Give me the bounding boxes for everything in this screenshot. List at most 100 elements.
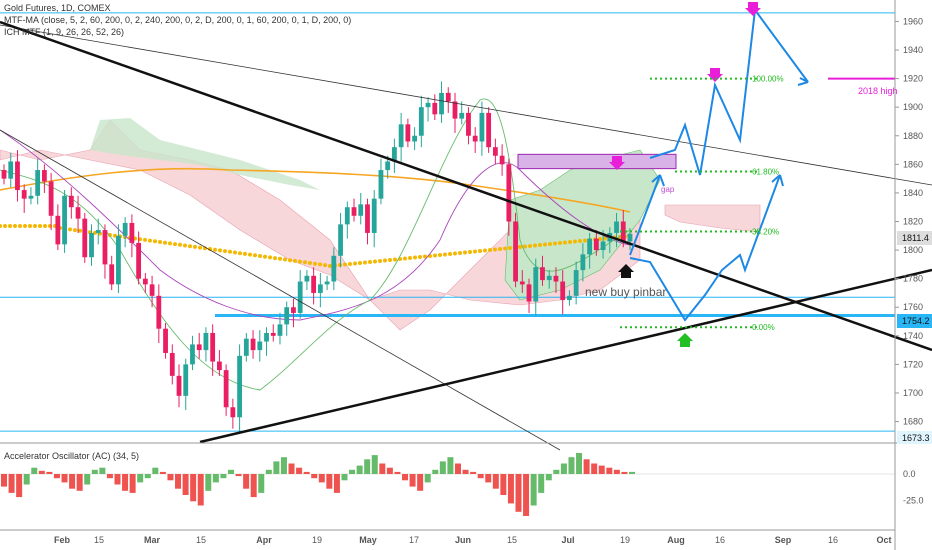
osc-bar [523,474,530,516]
ma-dot [518,245,522,249]
y-tick-label: 1960 [903,16,923,26]
ma-dot [298,259,302,264]
ma-dot [378,259,382,263]
ma-dot [468,250,472,254]
ma-dot [508,246,512,250]
osc-bar [462,469,469,474]
ma-dot [313,261,317,266]
x-tick-label: Feb [54,535,71,545]
osc-bar [227,469,234,474]
candle-body [378,170,384,199]
y-tick-label: 1860 [903,159,923,169]
ma-dot [213,247,217,252]
osc-bar [326,474,333,489]
osc-bar [288,463,295,474]
candle-body [371,198,377,233]
ma-dot [113,233,117,238]
osc-bar [220,474,227,479]
upper-channel-line [0,24,932,186]
osc-bar [61,474,68,483]
candle-body [540,267,545,281]
candle-body [243,338,249,356]
x-tick-label: Oct [876,535,891,545]
osc-bar [23,474,30,485]
osc-bar [8,474,15,493]
y-tick-label: 1700 [903,388,923,398]
low-price-label: 1673.3 [902,433,930,443]
osc-bar [409,474,416,487]
osc-bar [46,471,53,474]
ma-dot [143,237,147,242]
fib-label: 0.00% [752,323,775,332]
candle-body [116,235,121,285]
moving-averages [0,98,632,391]
candle-body [338,224,343,256]
candle-body [425,102,431,108]
ma-dot [158,240,162,244]
ma-dot [168,241,172,246]
projection-path [649,7,809,176]
ma-dot [463,250,467,255]
osc-bar [76,474,83,491]
ma-dot [218,248,222,253]
ma-dot [293,258,297,263]
candle-body [479,112,485,142]
ma-dot [458,251,462,255]
candle-body [89,232,94,258]
candle-body [8,161,14,179]
osc-bar [439,461,446,474]
ma-dot [253,253,257,258]
ma-dot [483,248,487,253]
ma-dot [478,249,482,253]
ma-dot [23,224,27,228]
ma-dot [303,260,307,265]
support-price-label: 1754.2 [902,316,930,326]
candle-body [142,278,148,285]
osc-bar [1,474,7,487]
osc-bar [470,471,477,474]
candle-body [600,241,606,251]
ma-dot [193,244,197,249]
candle-body [1,170,7,179]
osc-bar [500,474,507,495]
magenta-down-arrow [609,156,625,170]
x-tick-label: Aug [667,535,685,545]
candle-body [216,361,222,371]
candle-body [445,92,451,102]
osc-bar [273,461,280,474]
y-tick-label: 1780 [903,274,923,284]
osc-bar [583,459,590,474]
osc-bar [538,474,545,493]
osc-bar [598,465,605,474]
legend-ich-mtf: ICH MTF (1, 9, 26, 26, 52, 26) [4,27,124,37]
osc-bar [364,459,371,474]
x-tick-label: 15 [196,535,206,545]
ma-dot [248,252,252,257]
candle-body [317,284,323,293]
ma-dot [523,244,527,249]
osc-bar [38,470,45,474]
osc-bar [265,469,272,474]
ma-dot [538,243,542,247]
x-tick-label: 19 [620,535,630,545]
candle-body [41,170,47,182]
candle-body [567,295,572,301]
osc-bar [424,474,431,483]
candle-body [190,344,195,365]
ma-dot [323,263,327,268]
y-tick-label: 1900 [903,102,923,112]
osc-bar [243,474,250,489]
osc-bar [553,469,560,474]
ma-dot [383,258,387,263]
ma-dot [413,255,417,260]
y-tick-label: 1800 [903,245,923,255]
ma-dot [178,242,182,247]
osc-bar [212,474,219,483]
x-tick-label: Mar [144,535,161,545]
uptrend-line [199,268,932,444]
ma-dot [268,255,272,260]
osc-bar [152,467,159,474]
candle-body [324,281,330,285]
